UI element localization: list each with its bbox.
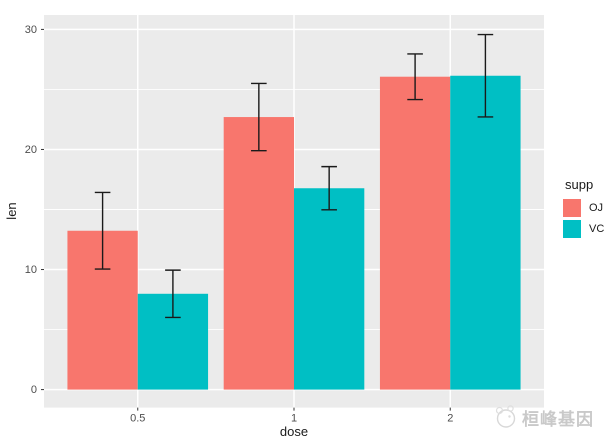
legend-label-oj: OJ bbox=[589, 202, 604, 214]
errorbar-VC-2 bbox=[477, 33, 494, 118]
watermark-logo-icon bbox=[495, 405, 516, 428]
legend-swatch-oj-icon bbox=[563, 199, 581, 217]
y-axis-title: len bbox=[4, 202, 19, 219]
legend-item-vc: VC bbox=[563, 220, 604, 238]
watermark-text: 桓峰基因 bbox=[522, 409, 594, 429]
legend-label-vc: VC bbox=[589, 223, 605, 235]
bar-OJ-2 bbox=[379, 76, 451, 390]
y-tick-label: 20 bbox=[25, 144, 37, 156]
legend: supp OJ VC bbox=[563, 177, 604, 241]
x-axis-title: dose bbox=[280, 424, 308, 439]
y-tick-label: 10 bbox=[25, 264, 37, 276]
legend-swatch-vc-icon bbox=[563, 220, 581, 238]
bar-OJ-1 bbox=[223, 117, 294, 390]
x-tick-label: 1 bbox=[291, 413, 297, 425]
errorbar-OJ-2 bbox=[407, 53, 423, 101]
errorbar-OJ-0.5 bbox=[94, 191, 111, 270]
legend-title: supp bbox=[565, 177, 594, 192]
errorbar-VC-0.5 bbox=[165, 269, 181, 319]
legend-item-oj: OJ bbox=[563, 199, 604, 217]
bar-VC-1 bbox=[294, 188, 365, 390]
y-tick-label: 30 bbox=[25, 24, 37, 36]
errorbar-VC-1 bbox=[321, 165, 337, 211]
x-tick-label: 0.5 bbox=[130, 413, 145, 425]
x-tick-label: 2 bbox=[447, 413, 453, 425]
watermark: 桓峰基因 bbox=[493, 403, 594, 431]
bar-VC-2 bbox=[450, 75, 521, 390]
y-tick-label: 0 bbox=[31, 384, 37, 396]
errorbar-OJ-1 bbox=[251, 82, 267, 152]
